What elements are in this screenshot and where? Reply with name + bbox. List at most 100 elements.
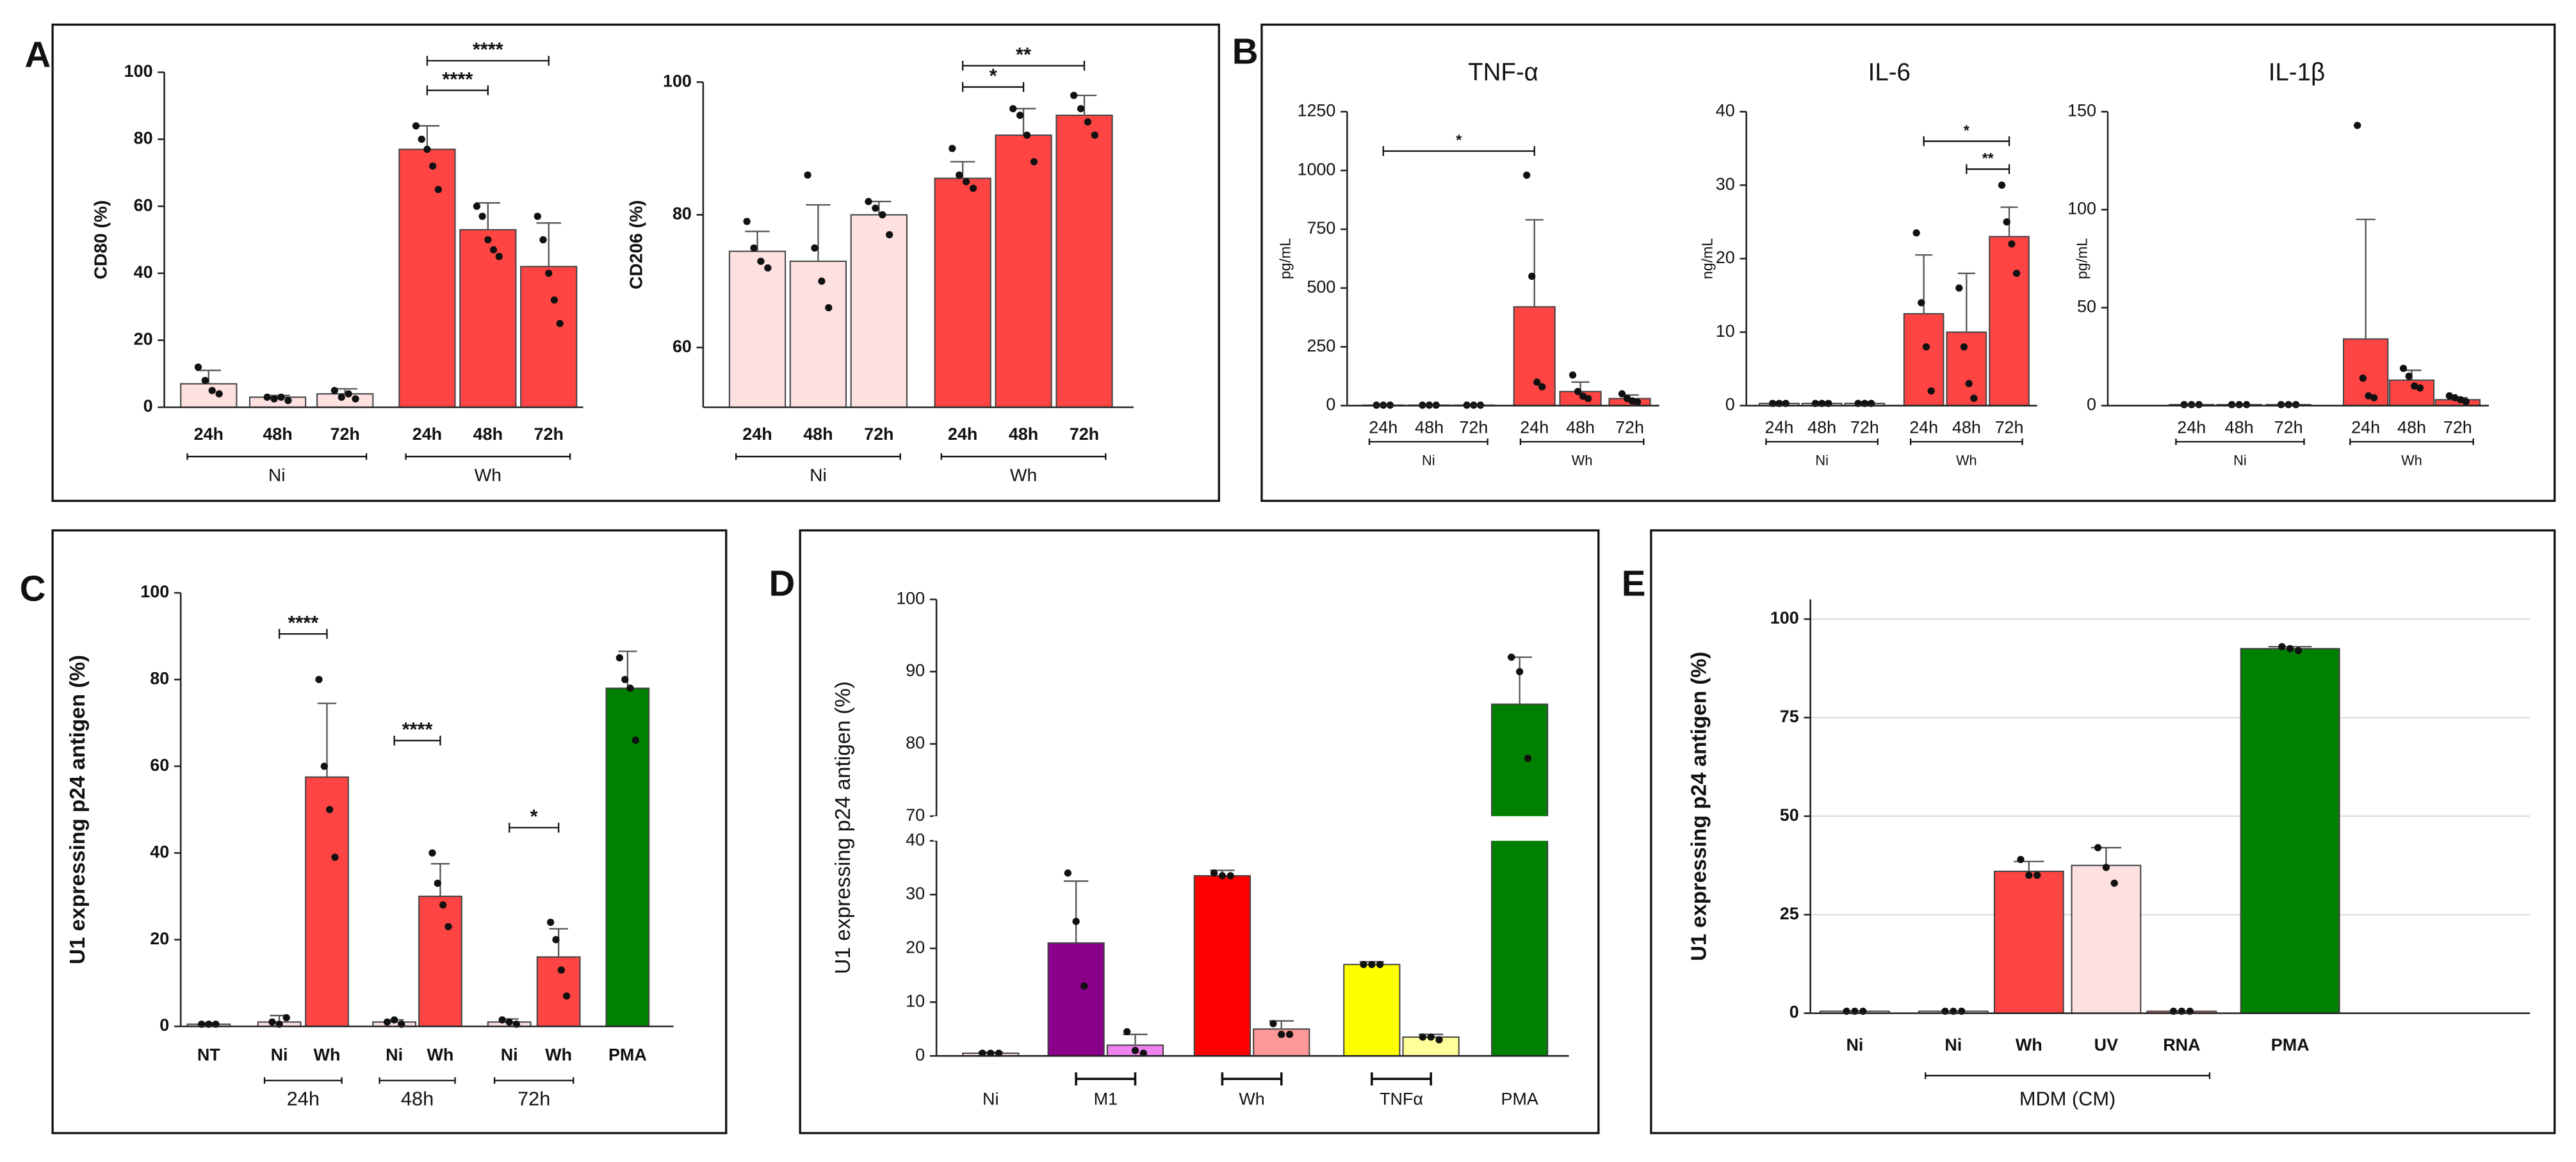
panel-b-frame xyxy=(1260,23,2556,502)
error-bar xyxy=(536,222,561,267)
data-point xyxy=(2292,401,2300,408)
error-bar xyxy=(549,928,568,957)
data-point xyxy=(1030,157,1038,166)
data-point xyxy=(764,264,772,272)
data-point xyxy=(498,1016,506,1024)
y-tick-label: 100 xyxy=(663,71,692,90)
data-point xyxy=(757,257,765,265)
bar xyxy=(1193,875,1251,1057)
group-label: Wh xyxy=(1572,453,1593,469)
x-tick-label: Wh xyxy=(545,1045,572,1064)
bar xyxy=(1513,306,1556,407)
x-tick-label: Ni xyxy=(271,1045,288,1064)
panel-label: B xyxy=(1232,31,1259,72)
data-point xyxy=(484,236,492,244)
data-point xyxy=(320,763,328,770)
y-tick-label: 0 xyxy=(1725,395,1735,414)
data-point xyxy=(418,135,425,143)
data-point xyxy=(2017,855,2025,864)
error-bar xyxy=(196,369,221,384)
data-point xyxy=(412,122,420,130)
group-label: Ni xyxy=(1422,453,1435,469)
data-point xyxy=(545,270,553,277)
data-point xyxy=(557,966,565,974)
significance-line xyxy=(509,823,560,833)
group-line xyxy=(263,1077,343,1084)
y-axis-label: pg/mL xyxy=(1277,238,1294,279)
data-point xyxy=(1368,960,1376,969)
data-point xyxy=(2287,645,2294,652)
bar xyxy=(1993,870,2064,1014)
x-tick-label: 24h xyxy=(742,424,772,444)
data-point xyxy=(429,162,437,170)
data-point xyxy=(383,1018,391,1026)
group-label: Ni xyxy=(810,464,827,485)
chart-title: TNF-α xyxy=(1468,59,1538,86)
y-tick-label: 250 xyxy=(1307,336,1335,355)
data-point xyxy=(2294,647,2303,654)
data-point xyxy=(1210,869,1218,877)
data-point xyxy=(2008,240,2016,248)
panel-e-frame xyxy=(1650,529,2556,1134)
panel-label: E xyxy=(1622,563,1646,604)
data-point xyxy=(2243,401,2251,408)
data-point xyxy=(489,246,498,254)
data-point xyxy=(194,363,202,371)
data-point xyxy=(1965,380,1973,387)
data-point xyxy=(995,1049,1003,1057)
data-point xyxy=(1912,229,1920,237)
data-point xyxy=(1419,1033,1426,1041)
y-tick-label: 0 xyxy=(143,396,153,416)
significance-line xyxy=(1923,136,2010,147)
data-point xyxy=(818,277,826,285)
y-tick-label: 500 xyxy=(1307,277,1335,296)
y-tick-label: 80 xyxy=(134,129,153,148)
significance-line xyxy=(426,56,550,66)
data-point xyxy=(495,253,503,261)
x-tick-label: 24h xyxy=(2351,418,2380,437)
group-line xyxy=(1765,438,1879,446)
y-tick-label: 10 xyxy=(906,991,925,1010)
data-point xyxy=(2012,270,2021,277)
data-point xyxy=(352,395,359,403)
pair-bracket xyxy=(1075,1072,1137,1086)
y-tick-label: 750 xyxy=(1307,218,1335,238)
y-tick-label: 60 xyxy=(150,755,169,775)
x-tick-label: 72h xyxy=(330,424,359,444)
group-line xyxy=(405,453,571,460)
pair-bracket xyxy=(1221,1072,1283,1086)
data-point xyxy=(1574,387,1582,396)
data-point xyxy=(546,918,555,926)
axis-break-gap xyxy=(933,816,1572,841)
error-bar xyxy=(475,202,501,230)
data-point xyxy=(390,1016,398,1024)
data-point xyxy=(1528,272,1536,280)
error-bar xyxy=(2356,218,2376,339)
error-bar xyxy=(1525,219,1544,307)
y-tick-label: 50 xyxy=(2077,297,2096,316)
data-point xyxy=(825,304,833,312)
group-label: 48h xyxy=(401,1088,434,1110)
x-tick-label: PMA xyxy=(608,1045,647,1064)
data-point xyxy=(552,936,560,944)
data-point xyxy=(1508,653,1515,661)
data-point xyxy=(879,211,886,219)
significance-label: * xyxy=(1964,122,1969,138)
significance-line xyxy=(278,629,328,639)
data-point xyxy=(872,204,879,212)
bar xyxy=(850,214,908,408)
y-tick-label: 100 xyxy=(1770,608,1799,627)
x-tick-label: TNFα xyxy=(1380,1090,1423,1109)
bar xyxy=(2071,864,2142,1014)
data-point xyxy=(626,684,634,692)
data-point xyxy=(1538,383,1546,391)
data-point xyxy=(1009,105,1017,113)
data-point xyxy=(2285,401,2292,408)
bar xyxy=(789,261,847,408)
x-tick-label: UV xyxy=(2094,1035,2118,1054)
data-point xyxy=(1435,1036,1443,1044)
bar xyxy=(1491,703,1549,1057)
significance-line xyxy=(426,85,489,95)
error-bar xyxy=(1957,272,1975,332)
data-point xyxy=(1618,390,1626,398)
